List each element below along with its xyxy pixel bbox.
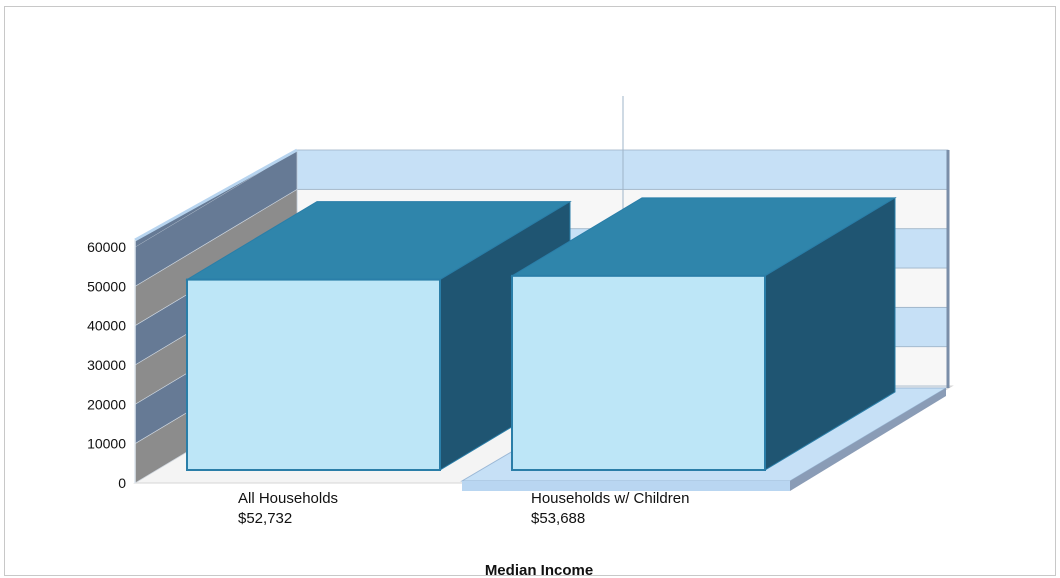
floor-side-edge bbox=[790, 388, 946, 491]
y-tick-label: 10000 bbox=[87, 436, 126, 452]
side-wall-edge bbox=[134, 148, 298, 242]
y-axis: 0 10000 20000 30000 40000 50000 60000 bbox=[87, 239, 126, 491]
y-tick-label: 20000 bbox=[87, 396, 126, 412]
bar-series bbox=[185, 196, 897, 472]
floor-front-edge bbox=[462, 481, 790, 491]
y-tick-label: 30000 bbox=[87, 357, 126, 373]
x-category-value-label: $53,688 bbox=[531, 510, 585, 527]
x-category-label: Households w/ Children bbox=[531, 490, 689, 507]
bar-front bbox=[511, 274, 766, 472]
bar-front bbox=[186, 278, 441, 471]
bar-2 bbox=[510, 196, 897, 472]
y-tick-label: 50000 bbox=[87, 278, 126, 294]
x-category-value-label: $52,732 bbox=[238, 510, 292, 527]
x-category-label: All Households bbox=[238, 490, 338, 507]
x-axis-title: Median Income bbox=[485, 562, 593, 578]
side-wall-band bbox=[135, 150, 297, 247]
y-tick-label: 0 bbox=[118, 475, 126, 491]
x-axis: All Households $52,732 Households w/ Child… bbox=[238, 490, 689, 578]
y-tick-label: 40000 bbox=[87, 318, 126, 334]
y-tick-label: 60000 bbox=[87, 239, 126, 255]
